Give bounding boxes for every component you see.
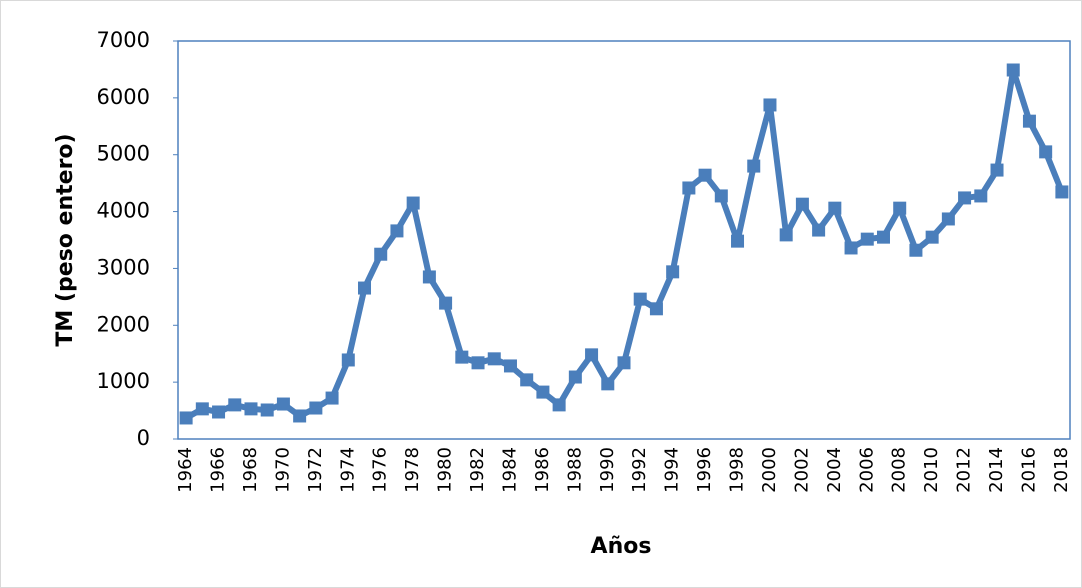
marker [585,348,599,362]
marker [293,409,307,423]
x-tick-label: 2004 [824,447,845,493]
x-tick-label: 2000 [759,447,780,493]
x-tick-label: 2008 [889,447,910,493]
x-tick-label: 1992 [629,447,650,493]
x-tick-label: 2012 [954,447,975,493]
x-tick-label: 1980 [435,447,456,493]
x-tick-label: 1966 [208,447,229,493]
marker [1006,63,1020,77]
marker [974,189,988,203]
marker [876,230,890,244]
x-tick-label: 1984 [499,447,520,493]
marker [471,356,485,370]
x-tick-label: 1990 [597,447,618,493]
x-tick-label: 1988 [564,447,585,493]
y-tick-label: 4000 [97,199,150,223]
marker [244,402,258,416]
marker [1039,145,1053,159]
x-tick-label: 1986 [532,447,553,493]
plot-frame [177,40,1071,440]
marker [1055,185,1069,199]
marker [731,234,745,248]
x-tick-label: 1970 [272,447,293,493]
x-tick-label: 1976 [370,447,391,493]
marker [617,356,631,370]
marker [439,296,453,310]
marker [228,398,242,412]
marker [276,397,290,411]
y-axis-label: TM (peso entero) [53,133,78,346]
marker [779,228,793,242]
marker [195,402,209,416]
x-tick-label: 1994 [662,447,683,493]
marker [374,247,388,261]
marker [698,168,712,182]
x-tick-label: 2016 [1018,447,1039,493]
marker [520,373,534,387]
marker [747,159,761,173]
y-tick-label: 1000 [97,369,150,393]
marker [406,196,420,210]
x-axis-label: Años [591,534,652,559]
marker [958,191,972,205]
x-tick-label: 1974 [337,447,358,493]
marker [487,352,501,366]
x-tick-label: 1982 [467,447,488,493]
marker [552,398,566,412]
x-tick-label: 2002 [791,447,812,493]
marker [714,189,728,203]
marker [568,370,582,384]
marker [390,224,404,238]
x-tick-label: 2014 [986,447,1007,493]
marker [844,241,858,255]
marker [860,232,874,246]
marker [893,201,907,215]
marker [763,98,777,112]
marker [422,270,436,284]
marker [941,212,955,226]
x-tick-label: 1978 [402,447,423,493]
y-tick-label: 5000 [97,142,150,166]
marker [503,359,517,373]
marker [682,181,696,195]
y-tick-label: 7000 [97,28,150,52]
marker [179,411,193,425]
marker [990,163,1004,177]
y-tick-label: 0 [137,426,150,450]
marker [536,385,550,399]
x-tick-label: 2010 [921,447,942,493]
x-tick-label: 1998 [727,447,748,493]
x-tick-label: 2018 [1051,447,1072,493]
marker [1022,114,1036,128]
marker [795,197,809,211]
x-tick-label: 1964 [175,447,196,493]
marker [341,353,355,367]
marker [325,391,339,405]
marker [358,281,372,295]
x-tick-label: 2006 [856,447,877,493]
marker [925,230,939,244]
marker [666,265,680,279]
marker [828,201,842,215]
x-tick-label: 1968 [240,447,261,493]
marker [309,401,323,415]
y-tick-label: 2000 [97,312,150,336]
y-tick-label: 3000 [97,255,150,279]
x-tick-label: 1996 [694,447,715,493]
marker [455,350,469,364]
marker [812,223,826,237]
marker [601,377,615,391]
marker [909,243,923,257]
x-tick-label: 1972 [305,447,326,493]
marker [633,292,647,306]
marker [649,302,663,316]
marker [260,403,274,417]
marker [212,405,226,419]
y-tick-label: 6000 [97,85,150,109]
